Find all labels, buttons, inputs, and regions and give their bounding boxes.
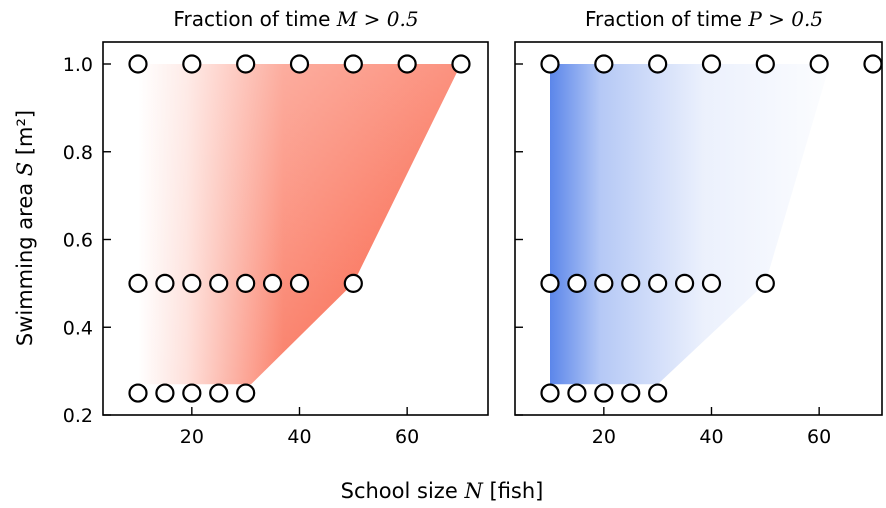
right-panel-frame xyxy=(514,41,883,416)
left-y-tick-label: 0.2 xyxy=(63,405,93,427)
left-data-point xyxy=(262,273,283,293)
right-region-fill xyxy=(550,64,830,385)
left-data-point xyxy=(128,383,148,403)
left-region-highlight xyxy=(138,64,461,385)
right-x-tick-label: 60 xyxy=(807,426,831,448)
right-x-tick-label: 20 xyxy=(592,426,616,448)
left-data-point xyxy=(289,54,310,74)
left-panel-y-ticks: 0.2 0.4 0.6 0.8 1.0 xyxy=(63,54,111,427)
left-panel: 20 40 60 0.2 0.4 0.6 0.8 1.0 Fraction of time … xyxy=(63,7,489,448)
right-panel-shaded-region xyxy=(550,64,830,385)
left-data-point xyxy=(128,54,148,74)
right-panel-y-ticks xyxy=(515,63,523,416)
right-data-point xyxy=(701,273,722,293)
left-data-point xyxy=(182,273,202,293)
left-data-point xyxy=(397,54,417,74)
right-data-point xyxy=(567,273,587,293)
right-panel-x-ticks: 20 40 60 xyxy=(592,407,831,448)
left-x-tick-label: 20 xyxy=(180,426,204,448)
left-data-point xyxy=(236,383,256,403)
right-data-point xyxy=(863,54,883,74)
right-data-point xyxy=(648,54,668,74)
right-data-point xyxy=(621,273,641,293)
left-data-point xyxy=(155,383,175,403)
left-data-point xyxy=(236,54,256,74)
left-panel-markers xyxy=(128,54,471,403)
left-data-point xyxy=(182,54,202,74)
right-data-point xyxy=(594,54,614,74)
right-data-point xyxy=(701,54,722,74)
left-panel-x-ticks: 20 40 60 xyxy=(180,407,419,448)
right-data-point xyxy=(755,273,775,293)
left-data-point xyxy=(182,383,202,403)
right-data-point xyxy=(594,383,614,403)
right-data-point xyxy=(809,54,829,74)
left-data-point xyxy=(289,273,310,293)
left-panel-frame xyxy=(102,41,489,416)
left-data-point xyxy=(451,54,471,74)
left-y-tick-label: 0.4 xyxy=(63,317,93,339)
left-data-point xyxy=(209,273,229,293)
right-data-point xyxy=(648,383,668,403)
left-y-tick-label: 0.6 xyxy=(63,230,93,252)
right-data-point xyxy=(621,383,641,403)
left-panel-shaded-region xyxy=(138,64,461,385)
left-y-tick-label: 1.0 xyxy=(63,54,93,76)
left-data-point xyxy=(343,54,363,74)
right-data-point xyxy=(540,54,560,74)
left-data-point xyxy=(209,383,229,403)
left-data-point xyxy=(236,273,256,293)
right-data-point xyxy=(755,54,775,74)
left-y-tick-label: 0.8 xyxy=(63,142,93,164)
right-data-point xyxy=(648,273,668,293)
right-panel-markers xyxy=(540,54,883,403)
right-data-point xyxy=(567,383,587,403)
right-x-tick-label: 40 xyxy=(699,426,723,448)
left-panel-title: Fraction of time M > 0.5 xyxy=(173,7,418,31)
left-data-point xyxy=(155,273,175,293)
right-data-point xyxy=(540,273,560,293)
right-data-point xyxy=(540,383,560,403)
x-axis-label: School size N [fish] xyxy=(341,479,544,503)
right-panel-title: Fraction of time P > 0.5 xyxy=(585,7,823,31)
left-data-point xyxy=(128,273,148,293)
left-x-tick-label: 40 xyxy=(287,426,311,448)
left-data-point xyxy=(343,273,363,293)
right-panel: 20 40 60 Fraction of time P > 0.5 xyxy=(514,7,883,448)
y-axis-label: Swimming area S [m²] xyxy=(13,110,37,346)
left-x-tick-label: 60 xyxy=(395,426,419,448)
right-data-point xyxy=(674,273,695,293)
right-data-point xyxy=(594,273,614,293)
